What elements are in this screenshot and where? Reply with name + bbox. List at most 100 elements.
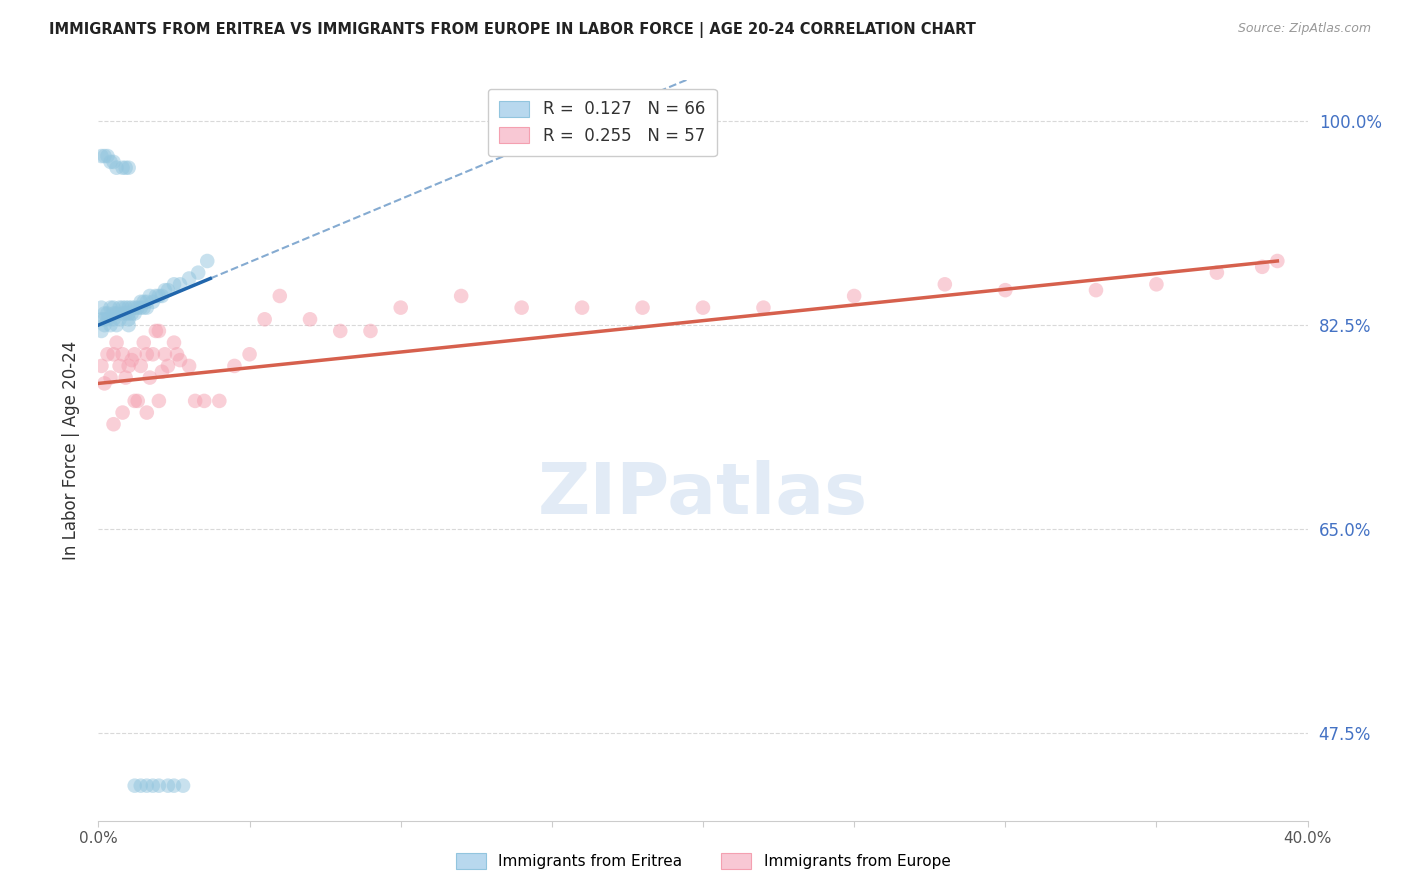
Point: [111, 406, 134, 420]
Point: [934, 277, 956, 292]
Point: [148, 289, 170, 303]
Point: [269, 289, 291, 303]
Point: [148, 324, 170, 338]
Point: [994, 283, 1017, 297]
Point: [172, 779, 194, 793]
Point: [148, 779, 170, 793]
Point: [96, 312, 118, 326]
Point: [132, 294, 155, 309]
Point: [224, 359, 246, 373]
Point: [163, 335, 186, 350]
Point: [105, 161, 128, 175]
Point: [1085, 283, 1108, 297]
Point: [96, 306, 118, 320]
Point: [129, 301, 152, 315]
Point: [450, 289, 472, 303]
Point: [844, 289, 866, 303]
Point: [135, 301, 157, 315]
Point: [93, 149, 115, 163]
Point: [132, 335, 155, 350]
Point: [103, 347, 125, 361]
Point: [111, 347, 134, 361]
Point: [103, 301, 125, 315]
Point: [166, 347, 188, 361]
Point: [1144, 277, 1167, 292]
Point: [96, 347, 118, 361]
Point: [179, 359, 201, 373]
Point: [132, 301, 155, 315]
Point: [103, 154, 125, 169]
Point: [124, 779, 146, 793]
Point: [135, 347, 157, 361]
Point: [329, 324, 352, 338]
Point: [389, 301, 412, 315]
Point: [93, 312, 115, 326]
Text: Source: ZipAtlas.com: Source: ZipAtlas.com: [1237, 22, 1371, 36]
Point: [179, 271, 201, 285]
Point: [118, 318, 141, 332]
Point: [103, 306, 125, 320]
Point: [1267, 254, 1289, 268]
Point: [239, 347, 262, 361]
Point: [129, 359, 152, 373]
Point: [105, 335, 128, 350]
Point: [118, 312, 141, 326]
Point: [510, 301, 533, 315]
Point: [142, 779, 165, 793]
Point: [96, 149, 118, 163]
Point: [108, 359, 131, 373]
Point: [90, 312, 112, 326]
Point: [108, 301, 131, 315]
Point: [118, 306, 141, 320]
Point: [1206, 266, 1229, 280]
Text: IMMIGRANTS FROM ERITREA VS IMMIGRANTS FROM EUROPE IN LABOR FORCE | AGE 20-24 COR: IMMIGRANTS FROM ERITREA VS IMMIGRANTS FR…: [49, 22, 976, 38]
Point: [114, 306, 136, 320]
Point: [114, 370, 136, 384]
Point: [195, 254, 218, 268]
Point: [90, 149, 112, 163]
Point: [124, 306, 146, 320]
Point: [129, 294, 152, 309]
Point: [93, 306, 115, 320]
Point: [156, 359, 179, 373]
Point: [124, 301, 146, 315]
Point: [299, 312, 322, 326]
Point: [139, 289, 162, 303]
Point: [124, 347, 146, 361]
Point: [193, 393, 215, 408]
Legend: R =  0.127   N = 66, R =  0.255   N = 57: R = 0.127 N = 66, R = 0.255 N = 57: [488, 88, 717, 156]
Point: [135, 294, 157, 309]
Point: [208, 393, 231, 408]
Point: [184, 393, 207, 408]
Point: [127, 301, 149, 315]
Point: [1251, 260, 1274, 274]
Point: [150, 365, 173, 379]
Point: [121, 353, 143, 368]
Point: [114, 301, 136, 315]
Point: [111, 301, 134, 315]
Point: [163, 779, 186, 793]
Point: [145, 324, 167, 338]
Point: [118, 359, 141, 373]
Point: [169, 353, 191, 368]
Point: [145, 289, 167, 303]
Point: [105, 318, 128, 332]
Point: [571, 301, 593, 315]
Point: [129, 779, 152, 793]
Point: [118, 301, 141, 315]
Point: [135, 406, 157, 420]
Point: [103, 312, 125, 326]
Point: [90, 301, 112, 315]
Point: [127, 393, 149, 408]
Point: [153, 283, 176, 297]
Point: [100, 154, 122, 169]
Point: [692, 301, 714, 315]
Point: [121, 301, 143, 315]
Point: [142, 347, 165, 361]
Point: [156, 283, 179, 297]
Point: [156, 779, 179, 793]
Point: [111, 306, 134, 320]
Point: [90, 359, 112, 373]
Legend: Immigrants from Eritrea, Immigrants from Europe: Immigrants from Eritrea, Immigrants from…: [450, 847, 956, 875]
Point: [752, 301, 775, 315]
